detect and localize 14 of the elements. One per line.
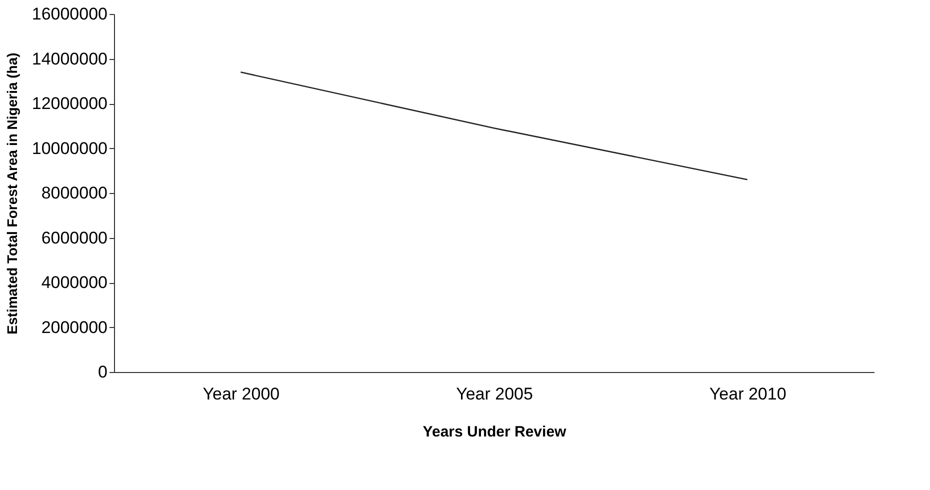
y-tick-label: 0	[98, 362, 108, 382]
y-tick-label: 8000000	[41, 184, 108, 202]
x-tick-label: Year 2000	[202, 384, 280, 404]
y-tick-label: 16000000	[32, 4, 108, 24]
x-axis-title: Years Under Review	[422, 424, 567, 440]
x-tick-label: Year 2005	[456, 384, 533, 404]
y-tick-label: 14000000	[32, 49, 108, 68]
y-tick-label: 12000000	[32, 94, 108, 113]
y-tick-label: 2000000	[41, 318, 108, 337]
x-tick-label: Year 2010	[709, 384, 786, 404]
y-tick-label: 6000000	[41, 228, 108, 248]
y-axis-title: Estimated Total Forest Area in Nigeria (ha)	[4, 52, 20, 334]
y-tick-label: 4000000	[41, 273, 108, 292]
y-tick-label: 10000000	[32, 138, 108, 158]
